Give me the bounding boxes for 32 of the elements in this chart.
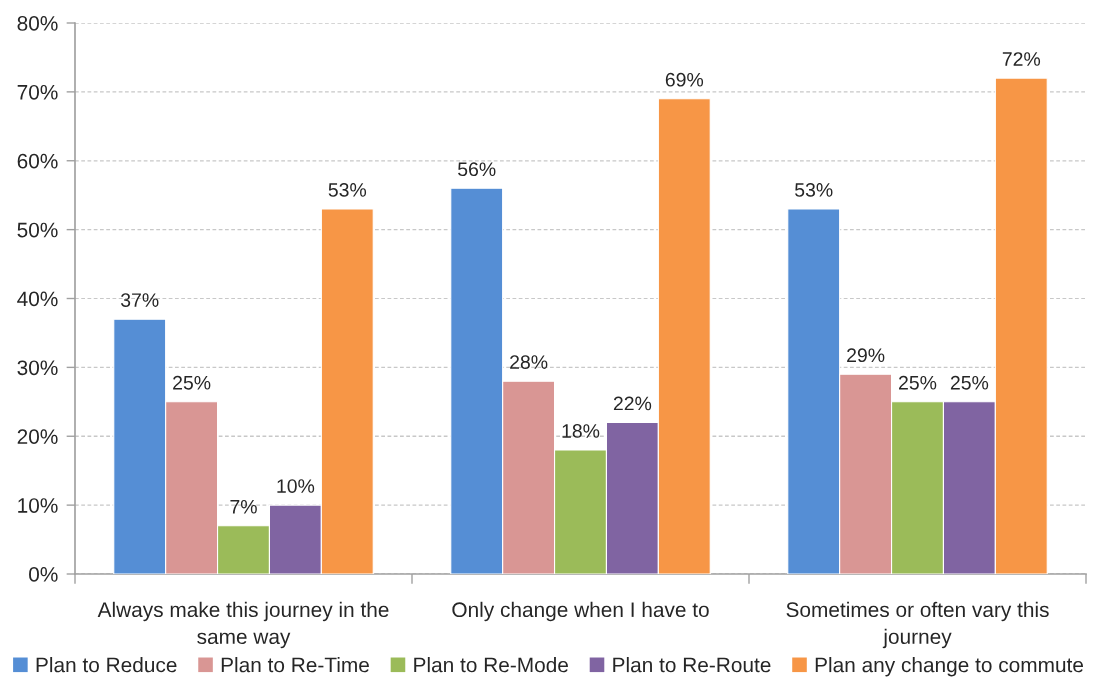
legend-label: Plan to Re-Time: [221, 657, 369, 673]
legend-label: Plan to Reduce: [36, 657, 177, 673]
legend-label: Plan any change to commute: [815, 657, 1083, 677]
data-label: 25%: [950, 375, 989, 390]
y-tick-label: 50%: [17, 222, 58, 238]
data-label: 56%: [458, 162, 496, 177]
y-tick-label: 70%: [17, 84, 58, 100]
y-tick-label: 60%: [17, 153, 58, 169]
y-tick-label: 10%: [18, 498, 58, 513]
data-label: 25%: [899, 375, 937, 390]
data-label: 29%: [847, 348, 885, 363]
data-label: 25%: [173, 375, 211, 390]
data-label: 22%: [613, 396, 652, 411]
data-label: 53%: [328, 183, 367, 197]
y-tick-label: 0%: [29, 567, 58, 582]
legend-label: Plan to Re-Route: [613, 657, 771, 673]
data-label: 72%: [1002, 52, 1041, 66]
data-label: 69%: [665, 72, 704, 87]
y-tick-label: 40%: [17, 291, 58, 307]
data-label: 53%: [795, 183, 833, 197]
data-label: 10%: [277, 479, 315, 493]
y-tick-label: 30%: [17, 360, 58, 376]
y-tick-label: 80%: [17, 16, 58, 31]
data-label: 28%: [510, 355, 548, 369]
y-tick-label: 20%: [17, 429, 58, 444]
legend-label: Plan to Re-Mode: [414, 657, 568, 673]
data-label: 18%: [562, 424, 600, 438]
data-label: 37%: [120, 293, 159, 307]
x-tick-label: Sometimes or often vary this journey: [786, 601, 1049, 649]
data-label: 7%: [230, 499, 257, 514]
x-tick-label: Only change when I have to: [452, 601, 709, 622]
x-tick-label: Always make this journey in the same way: [97, 601, 389, 649]
